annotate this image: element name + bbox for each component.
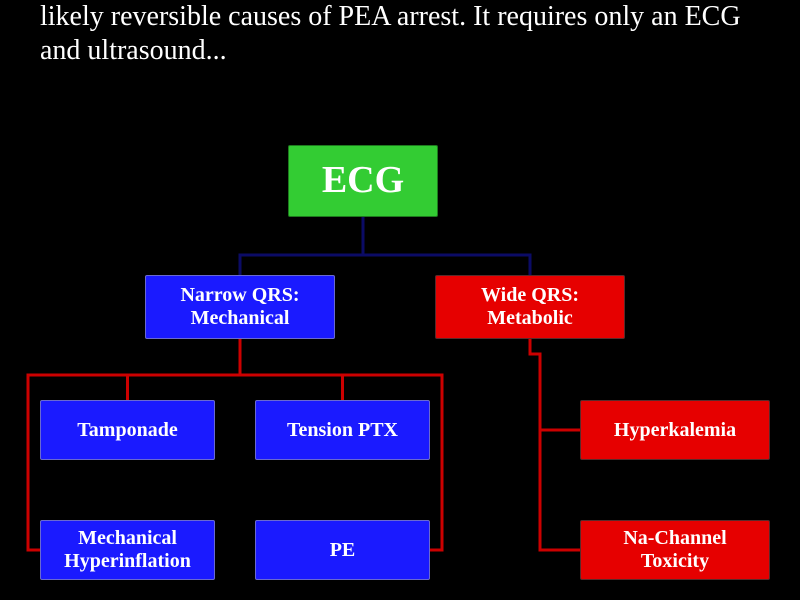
node-ecg: ECG	[288, 145, 438, 217]
node-hyperk: Hyperkalemia	[580, 400, 770, 460]
node-tensionptx: Tension PTX	[255, 400, 430, 460]
intro-text: likely reversible causes of PEA arrest. …	[40, 0, 760, 67]
node-nachannel: Na-ChannelToxicity	[580, 520, 770, 580]
node-pe: PE	[255, 520, 430, 580]
node-tamponade: Tamponade	[40, 400, 215, 460]
node-wide: Wide QRS:Metabolic	[435, 275, 625, 339]
node-mechhyper: MechanicalHyperinflation	[40, 520, 215, 580]
node-narrow: Narrow QRS:Mechanical	[145, 275, 335, 339]
slide-canvas: likely reversible causes of PEA arrest. …	[0, 0, 800, 600]
flowchart-connectors	[0, 0, 800, 600]
